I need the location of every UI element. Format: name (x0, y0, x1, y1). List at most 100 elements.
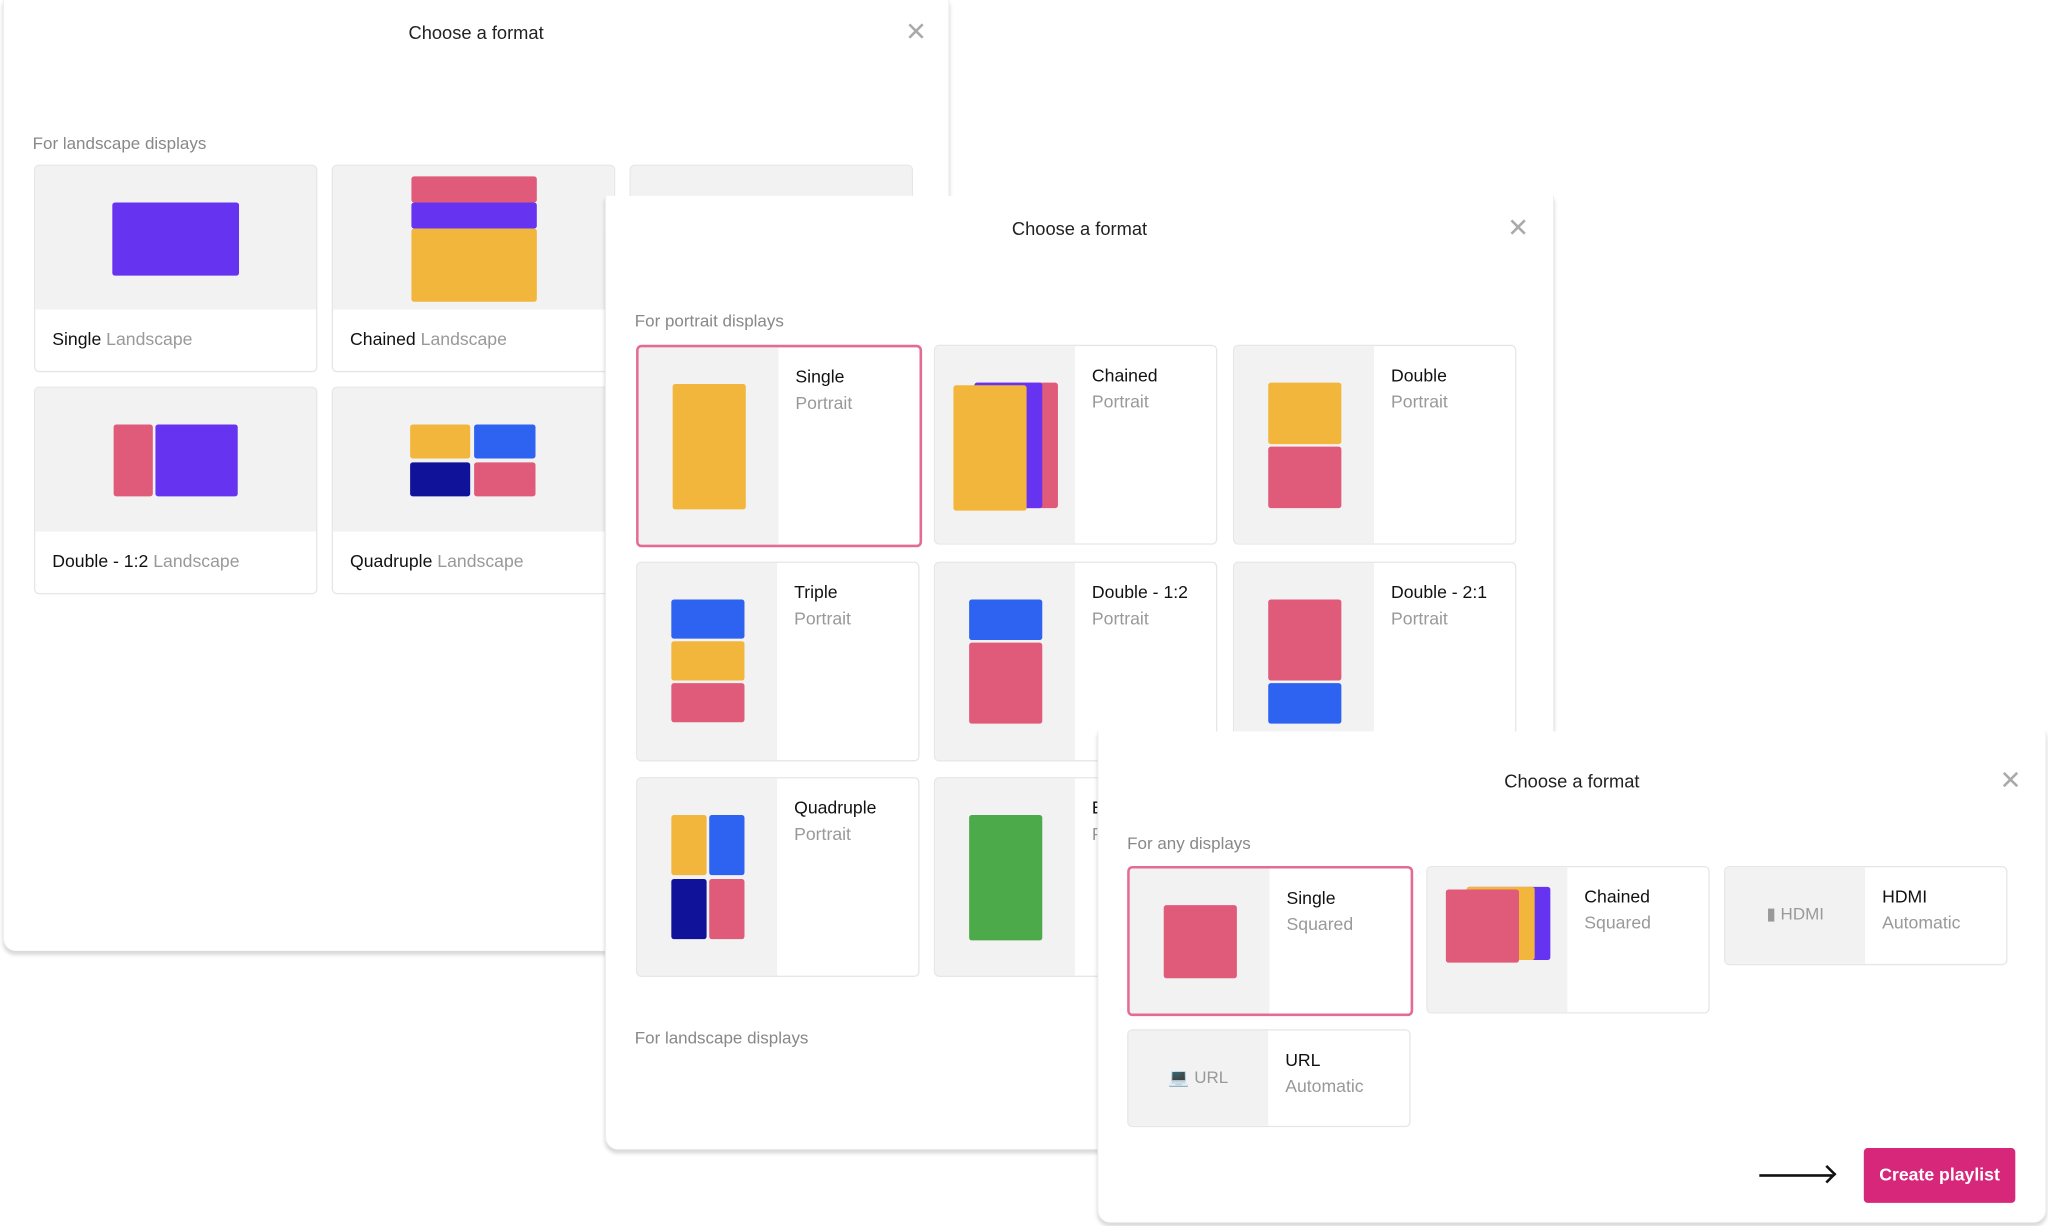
format-card[interactable]: Quadruple Landscape (331, 386, 616, 595)
card-name: Double (1390, 365, 1447, 386)
format-card[interactable]: Double - 1:2 Landscape (33, 386, 318, 595)
shape (155, 424, 238, 497)
shape (474, 462, 536, 497)
card-name: Single (795, 367, 845, 387)
thumbnail (935, 778, 1075, 976)
card-label: Quadruple Landscape (350, 551, 524, 571)
arrow-head (1817, 1164, 1837, 1184)
thumbnail (1234, 346, 1375, 544)
thumbnail (638, 347, 779, 545)
card-name: Triple (794, 582, 838, 603)
shape (709, 815, 745, 876)
section-label: For portrait displays (634, 310, 784, 331)
shape (1163, 905, 1237, 979)
card-kind: Portrait (795, 393, 853, 413)
card-name: Single (52, 329, 102, 349)
card-kind: Squared (1584, 912, 1651, 933)
shape (1268, 683, 1342, 724)
shape (969, 815, 1043, 941)
shape (1268, 446, 1342, 509)
format-card[interactable]: Double - 1:2 Portrait (933, 561, 1218, 762)
shape (113, 424, 153, 497)
shape (410, 424, 471, 459)
shape (671, 879, 707, 940)
thumbnail (637, 562, 778, 761)
card-name: URL (1285, 1050, 1321, 1070)
card-kind: Automatic (1285, 1076, 1364, 1096)
shape (1268, 599, 1342, 681)
card-name: Double - 1:2 (52, 551, 149, 571)
card-kind: Portrait (794, 824, 851, 844)
thumbnail (935, 562, 1075, 761)
card-name: Chained (350, 329, 416, 349)
shape (969, 642, 1043, 724)
format-card[interactable]: Single Portrait (636, 344, 923, 548)
format-card[interactable]: Quadruple Portrait (636, 777, 920, 977)
shape (671, 599, 745, 639)
card-kind: Landscape (153, 551, 240, 571)
create-playlist-button[interactable]: Create playlist (1863, 1148, 2016, 1203)
format-card[interactable]: ▮ HDMI HDMI Automatic (1724, 865, 2008, 966)
format-card[interactable]: Double Portrait (1232, 344, 1517, 545)
thumbnail (1234, 562, 1375, 761)
card-kind: Squared (1286, 914, 1354, 934)
card-name: Single (1286, 888, 1336, 908)
close-button[interactable]: ✕ (1999, 766, 2022, 796)
thumbnail (333, 387, 614, 532)
icon-text: URL (1194, 1067, 1229, 1087)
format-card[interactable]: Chained Landscape (331, 164, 616, 373)
format-card[interactable]: Single Landscape (33, 164, 318, 373)
section-label: For any displays (1127, 833, 1251, 853)
card-kind: Landscape (420, 329, 507, 349)
format-card[interactable]: Chained Portrait (933, 344, 1218, 545)
shape (671, 641, 745, 681)
shape (410, 462, 471, 497)
shape (1268, 382, 1342, 445)
shape (953, 385, 1027, 511)
shape (709, 879, 745, 940)
card-kind: Portrait (1390, 608, 1448, 629)
thumbnail (1129, 868, 1270, 1014)
shape (411, 228, 537, 302)
card-kind: Landscape (106, 329, 193, 349)
card-kind: Portrait (1390, 391, 1448, 412)
card-kind: Portrait (1091, 608, 1149, 629)
card-kind: Portrait (1091, 391, 1149, 412)
thumbnail (637, 778, 778, 976)
dialog-title: Choose a format (1011, 218, 1148, 240)
section-label: For landscape displays (32, 133, 207, 153)
thumbnail: ▮ HDMI (1725, 867, 1866, 964)
dialog: Choose a format ✕ For any displays Single Sq… (1097, 731, 2047, 1223)
format-card[interactable]: Chained Squared (1426, 865, 1710, 1014)
icon-label: 💻 URL (1168, 1067, 1229, 1087)
shape (671, 815, 707, 876)
thumbnail (935, 346, 1075, 544)
dialog-title: Choose a format (1504, 770, 1640, 792)
format-card[interactable]: Single Squared (1127, 865, 1414, 1017)
section-label: For landscape displays (634, 1027, 809, 1048)
shape (411, 176, 537, 203)
dialog-title: Choose a format (408, 22, 544, 44)
card-kind: Landscape (437, 551, 524, 571)
card-kind: Automatic (1882, 912, 1961, 933)
card-name: Chained (1091, 365, 1158, 386)
thumbnail (35, 165, 317, 310)
close-button[interactable]: ✕ (1507, 214, 1530, 243)
format-card[interactable]: Double - 2:1 Portrait (1232, 561, 1517, 762)
arrow (1759, 1164, 1837, 1184)
thumbnail (35, 387, 317, 532)
card-name: Quadruple (350, 551, 433, 571)
shape (411, 202, 537, 229)
thumbnail: 💻 URL (1128, 1030, 1269, 1126)
card-name: Double - 2:1 (1390, 582, 1488, 603)
shape (671, 683, 745, 723)
card-name: Double - 1:2 (1091, 582, 1188, 603)
shape (112, 202, 240, 276)
format-card[interactable]: Triple Portrait (636, 561, 920, 762)
shape (1445, 889, 1519, 963)
close-button[interactable]: ✕ (905, 18, 928, 48)
format-card[interactable]: 💻 URL URL Automatic (1127, 1029, 1411, 1128)
shape (969, 599, 1043, 640)
